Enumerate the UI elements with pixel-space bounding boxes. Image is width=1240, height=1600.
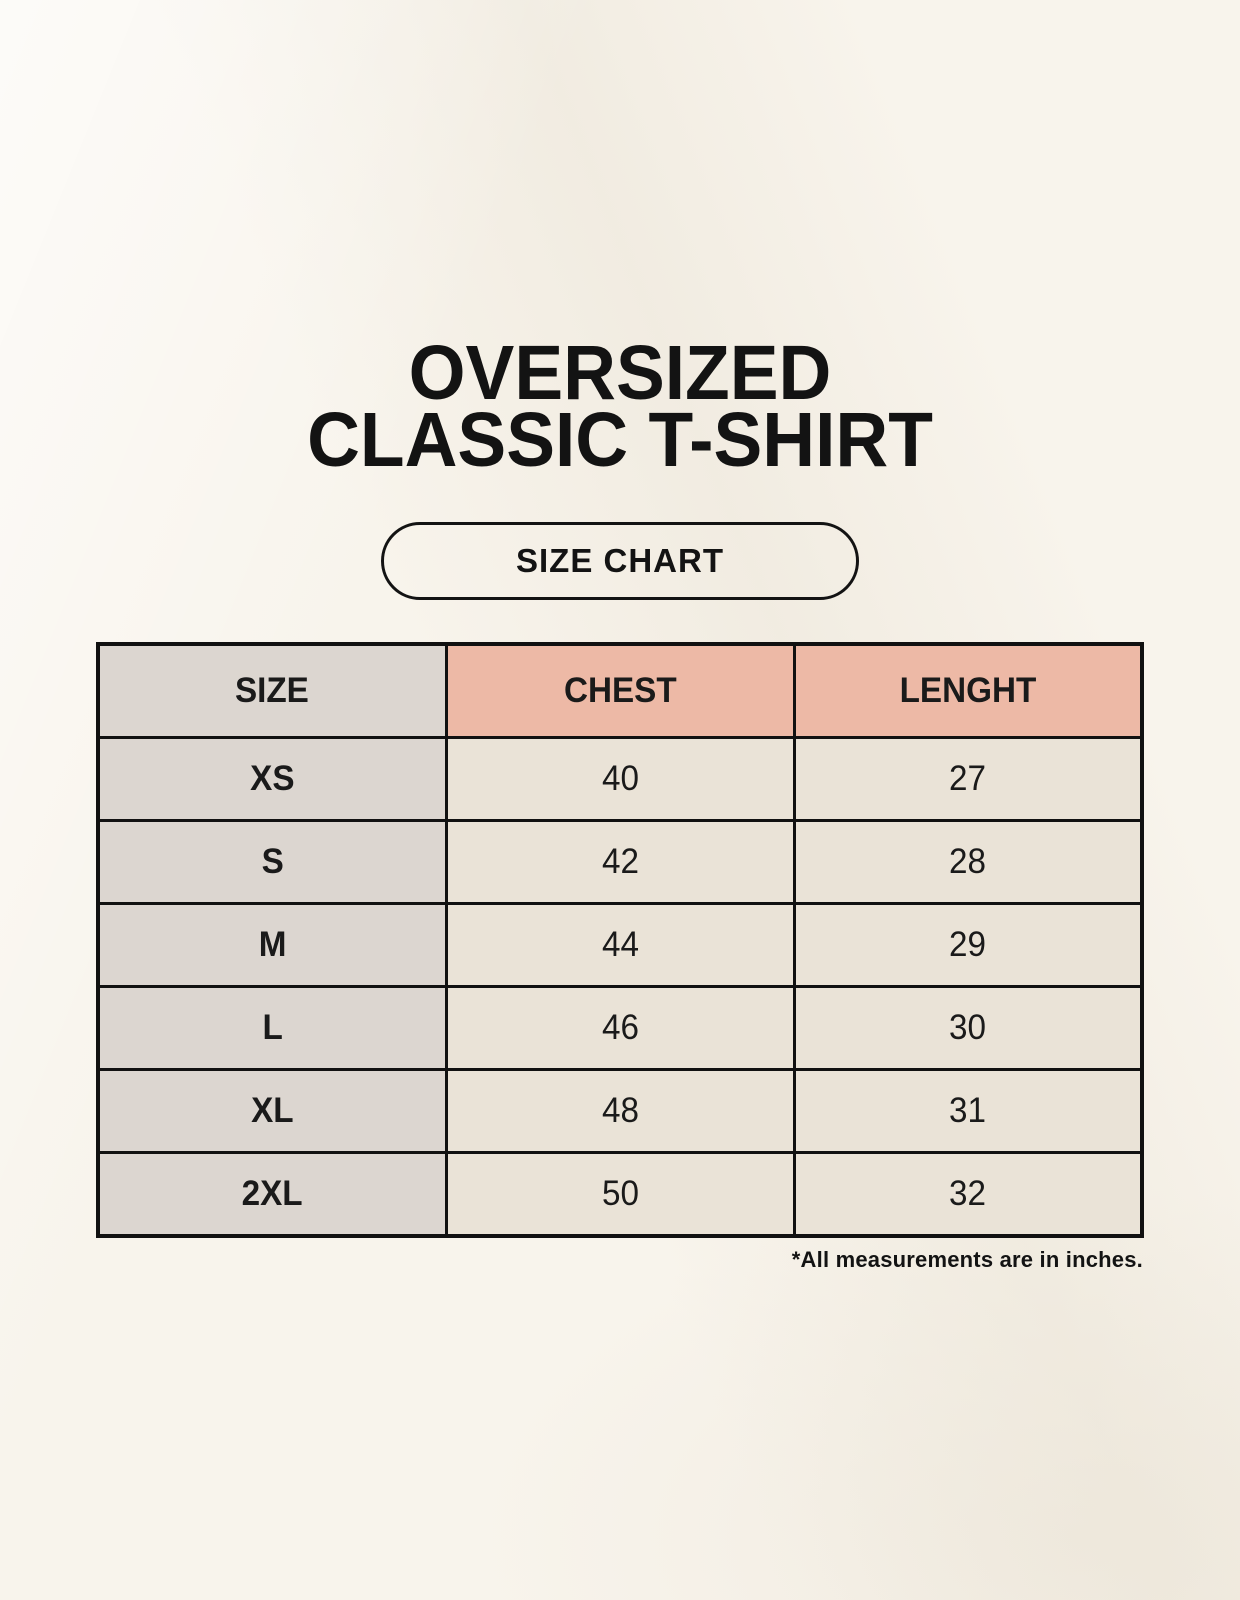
table-row: XL 48 31 bbox=[96, 1068, 1144, 1154]
chest-cell: 48 bbox=[444, 1068, 796, 1154]
chest-value: 48 bbox=[601, 1091, 639, 1130]
lenght-cell: 30 bbox=[792, 985, 1144, 1071]
chest-value: 42 bbox=[601, 842, 639, 881]
product-title: OVERSIZED CLASSIC T-SHIRT bbox=[31, 330, 1209, 483]
size-chart-button-label: SIZE CHART bbox=[516, 542, 724, 579]
product-title-line-2: CLASSIC T-SHIRT bbox=[307, 397, 933, 483]
column-header-chest-label: CHEST bbox=[563, 671, 677, 710]
column-header-lenght: LENGHT bbox=[792, 642, 1144, 739]
chest-value: 40 bbox=[601, 759, 639, 798]
table-row: S 42 28 bbox=[96, 819, 1144, 905]
lenght-value: 27 bbox=[949, 759, 987, 798]
chest-value: 50 bbox=[601, 1174, 639, 1213]
lenght-cell: 32 bbox=[792, 1151, 1144, 1238]
size-cell: XL bbox=[96, 1068, 448, 1154]
chest-value: 44 bbox=[601, 925, 639, 964]
column-header-size-label: SIZE bbox=[235, 671, 310, 710]
column-header-size: SIZE bbox=[96, 642, 448, 739]
size-chart-table: SIZE CHEST LENGHT XS 40 27 bbox=[96, 642, 1144, 1238]
size-value: XS bbox=[250, 759, 295, 798]
table-row: 2XL 50 32 bbox=[96, 1151, 1144, 1238]
size-value: XL bbox=[250, 1091, 294, 1130]
lenght-cell: 31 bbox=[792, 1068, 1144, 1154]
column-header-lenght-label: LENGHT bbox=[899, 671, 1037, 710]
size-cell: L bbox=[96, 985, 448, 1071]
chest-cell: 50 bbox=[444, 1151, 796, 1238]
chest-value: 46 bbox=[601, 1008, 639, 1047]
lenght-cell: 27 bbox=[792, 736, 1144, 822]
product-title-line-1: OVERSIZED bbox=[408, 330, 832, 416]
size-cell: 2XL bbox=[96, 1151, 448, 1238]
chest-cell: 44 bbox=[444, 902, 796, 988]
chest-cell: 42 bbox=[444, 819, 796, 905]
size-chart-button[interactable]: SIZE CHART bbox=[381, 522, 859, 600]
measurements-note: *All measurements are in inches. bbox=[791, 1247, 1143, 1272]
size-value: M bbox=[258, 925, 287, 964]
size-cell: S bbox=[96, 819, 448, 905]
lenght-value: 32 bbox=[949, 1174, 987, 1213]
table-row: L 46 30 bbox=[96, 985, 1144, 1071]
size-value: L bbox=[262, 1008, 283, 1047]
table-row: M 44 29 bbox=[96, 902, 1144, 988]
lenght-cell: 29 bbox=[792, 902, 1144, 988]
chest-cell: 40 bbox=[444, 736, 796, 822]
lenght-value: 30 bbox=[949, 1008, 987, 1047]
size-value: 2XL bbox=[241, 1174, 303, 1213]
lenght-value: 29 bbox=[949, 925, 987, 964]
size-cell: M bbox=[96, 902, 448, 988]
column-header-chest: CHEST bbox=[444, 642, 796, 739]
lenght-value: 31 bbox=[949, 1091, 987, 1130]
table-row: XS 40 27 bbox=[96, 736, 1144, 822]
lenght-cell: 28 bbox=[792, 819, 1144, 905]
size-value: S bbox=[261, 842, 284, 881]
lenght-value: 28 bbox=[949, 842, 987, 881]
chest-cell: 46 bbox=[444, 985, 796, 1071]
header-row: SIZE CHEST LENGHT bbox=[96, 642, 1144, 739]
size-cell: XS bbox=[96, 736, 448, 822]
